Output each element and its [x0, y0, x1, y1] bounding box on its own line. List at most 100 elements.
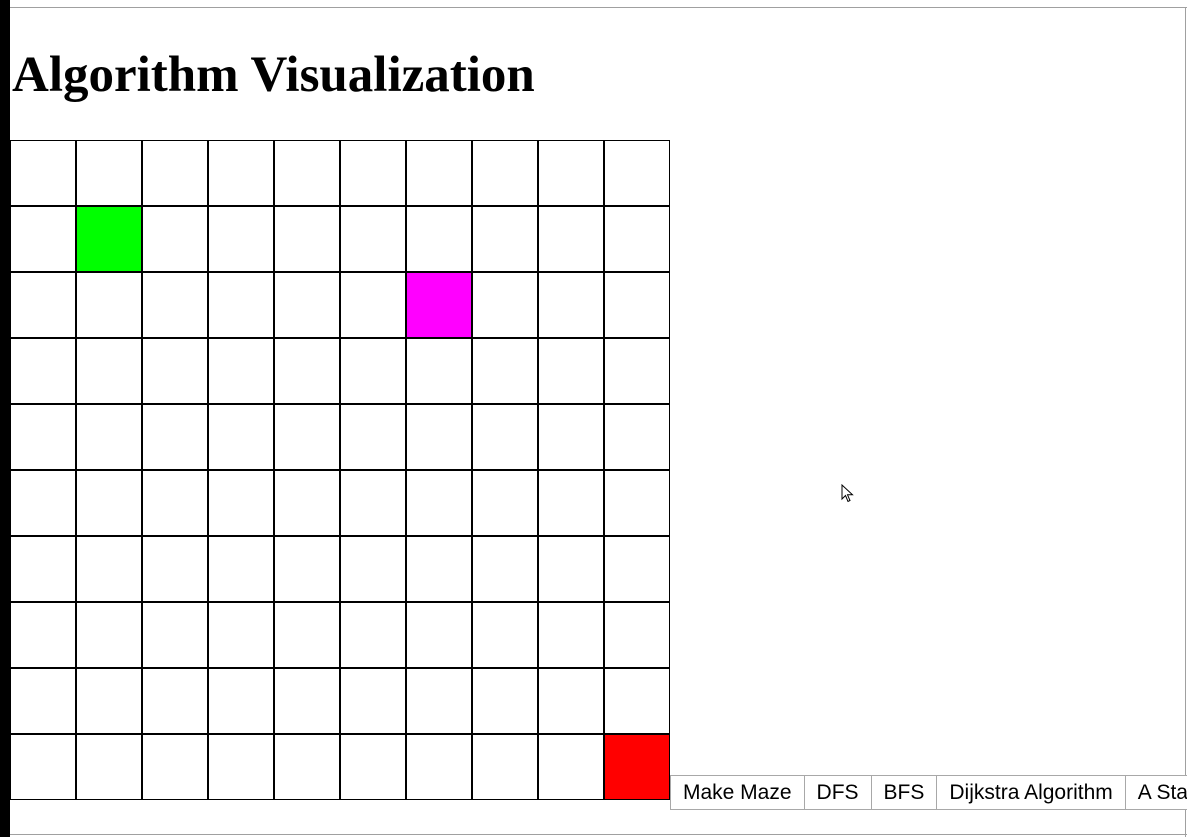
grid-cell[interactable]	[274, 602, 340, 668]
grid-cell[interactable]	[76, 404, 142, 470]
grid-cell[interactable]	[406, 734, 472, 800]
grid-cell[interactable]	[10, 668, 76, 734]
grid-cell[interactable]	[208, 470, 274, 536]
grid-cell[interactable]	[208, 734, 274, 800]
grid-cell[interactable]	[538, 140, 604, 206]
grid-cell[interactable]	[538, 404, 604, 470]
grid-cell[interactable]	[208, 602, 274, 668]
grid-cell[interactable]	[10, 470, 76, 536]
grid-cell[interactable]	[274, 140, 340, 206]
grid-cell[interactable]	[274, 470, 340, 536]
grid-cell[interactable]	[208, 668, 274, 734]
grid-cell[interactable]	[274, 338, 340, 404]
grid-cell[interactable]	[142, 272, 208, 338]
grid-cell[interactable]	[142, 668, 208, 734]
grid-cell[interactable]	[406, 404, 472, 470]
grid-cell[interactable]	[340, 536, 406, 602]
grid-cell[interactable]	[538, 206, 604, 272]
grid-cell[interactable]	[340, 338, 406, 404]
grid-cell[interactable]	[472, 404, 538, 470]
a-star-button[interactable]: A Star	[1125, 775, 1187, 810]
grid-cell[interactable]	[604, 404, 670, 470]
grid-cell[interactable]	[142, 206, 208, 272]
grid-cell[interactable]	[406, 470, 472, 536]
grid-cell[interactable]	[208, 206, 274, 272]
grid-cell[interactable]	[340, 272, 406, 338]
make-maze-button[interactable]: Make Maze	[670, 775, 805, 810]
grid-cell[interactable]	[340, 602, 406, 668]
grid-cell[interactable]	[76, 140, 142, 206]
grid-cell[interactable]	[604, 338, 670, 404]
grid-cell[interactable]	[472, 272, 538, 338]
grid-cell[interactable]	[142, 338, 208, 404]
grid-cell[interactable]	[340, 734, 406, 800]
grid-cell[interactable]	[142, 536, 208, 602]
grid-cell[interactable]	[538, 536, 604, 602]
grid-cell[interactable]	[208, 272, 274, 338]
grid-cell[interactable]	[406, 536, 472, 602]
grid-cell[interactable]	[274, 668, 340, 734]
grid-cell[interactable]	[340, 140, 406, 206]
grid-cell[interactable]	[340, 668, 406, 734]
grid-cell[interactable]	[340, 206, 406, 272]
grid-cell[interactable]	[472, 602, 538, 668]
grid-cell[interactable]	[10, 206, 76, 272]
grid-cell[interactable]	[472, 536, 538, 602]
grid-cell[interactable]	[538, 272, 604, 338]
grid-cell[interactable]	[10, 272, 76, 338]
grid-cell[interactable]	[208, 404, 274, 470]
grid-cell-end[interactable]	[604, 734, 670, 800]
grid-cell[interactable]	[604, 272, 670, 338]
grid-cell[interactable]	[142, 734, 208, 800]
grid-cell[interactable]	[10, 140, 76, 206]
grid-cell[interactable]	[76, 470, 142, 536]
grid-cell[interactable]	[208, 338, 274, 404]
grid-cell[interactable]	[208, 536, 274, 602]
grid-cell[interactable]	[142, 404, 208, 470]
grid-cell[interactable]	[406, 338, 472, 404]
grid-cell[interactable]	[406, 602, 472, 668]
grid-cell-marker[interactable]	[406, 272, 472, 338]
grid-cell[interactable]	[472, 338, 538, 404]
grid-cell[interactable]	[76, 338, 142, 404]
grid-cell[interactable]	[76, 536, 142, 602]
grid-cell[interactable]	[604, 602, 670, 668]
grid-cell[interactable]	[274, 272, 340, 338]
dfs-button[interactable]: DFS	[804, 775, 872, 810]
grid-cell[interactable]	[10, 602, 76, 668]
grid-cell[interactable]	[406, 140, 472, 206]
grid-cell[interactable]	[10, 338, 76, 404]
grid-cell[interactable]	[604, 536, 670, 602]
grid-cell[interactable]	[10, 536, 76, 602]
grid-cell[interactable]	[472, 668, 538, 734]
grid-cell[interactable]	[142, 140, 208, 206]
grid-cell[interactable]	[472, 140, 538, 206]
grid-cell[interactable]	[10, 734, 76, 800]
grid-cell[interactable]	[274, 206, 340, 272]
grid-cell[interactable]	[142, 602, 208, 668]
grid-cell[interactable]	[340, 404, 406, 470]
grid-cell[interactable]	[76, 668, 142, 734]
grid-cell-start[interactable]	[76, 206, 142, 272]
grid-cell[interactable]	[472, 734, 538, 800]
grid-cell[interactable]	[604, 470, 670, 536]
grid-cell[interactable]	[76, 602, 142, 668]
grid-cell[interactable]	[472, 206, 538, 272]
grid-cell[interactable]	[406, 206, 472, 272]
grid-cell[interactable]	[604, 206, 670, 272]
grid-cell[interactable]	[76, 734, 142, 800]
dijkstra-button[interactable]: Dijkstra Algorithm	[937, 775, 1126, 810]
grid-cell[interactable]	[274, 404, 340, 470]
grid-cell[interactable]	[10, 404, 76, 470]
grid-cell[interactable]	[604, 668, 670, 734]
grid-cell[interactable]	[406, 668, 472, 734]
bfs-button[interactable]: BFS	[871, 775, 938, 810]
grid-cell[interactable]	[538, 338, 604, 404]
grid-cell[interactable]	[538, 470, 604, 536]
maze-grid[interactable]	[10, 140, 670, 800]
grid-cell[interactable]	[142, 470, 208, 536]
grid-cell[interactable]	[538, 602, 604, 668]
grid-cell[interactable]	[538, 668, 604, 734]
grid-cell[interactable]	[76, 272, 142, 338]
grid-cell[interactable]	[604, 140, 670, 206]
